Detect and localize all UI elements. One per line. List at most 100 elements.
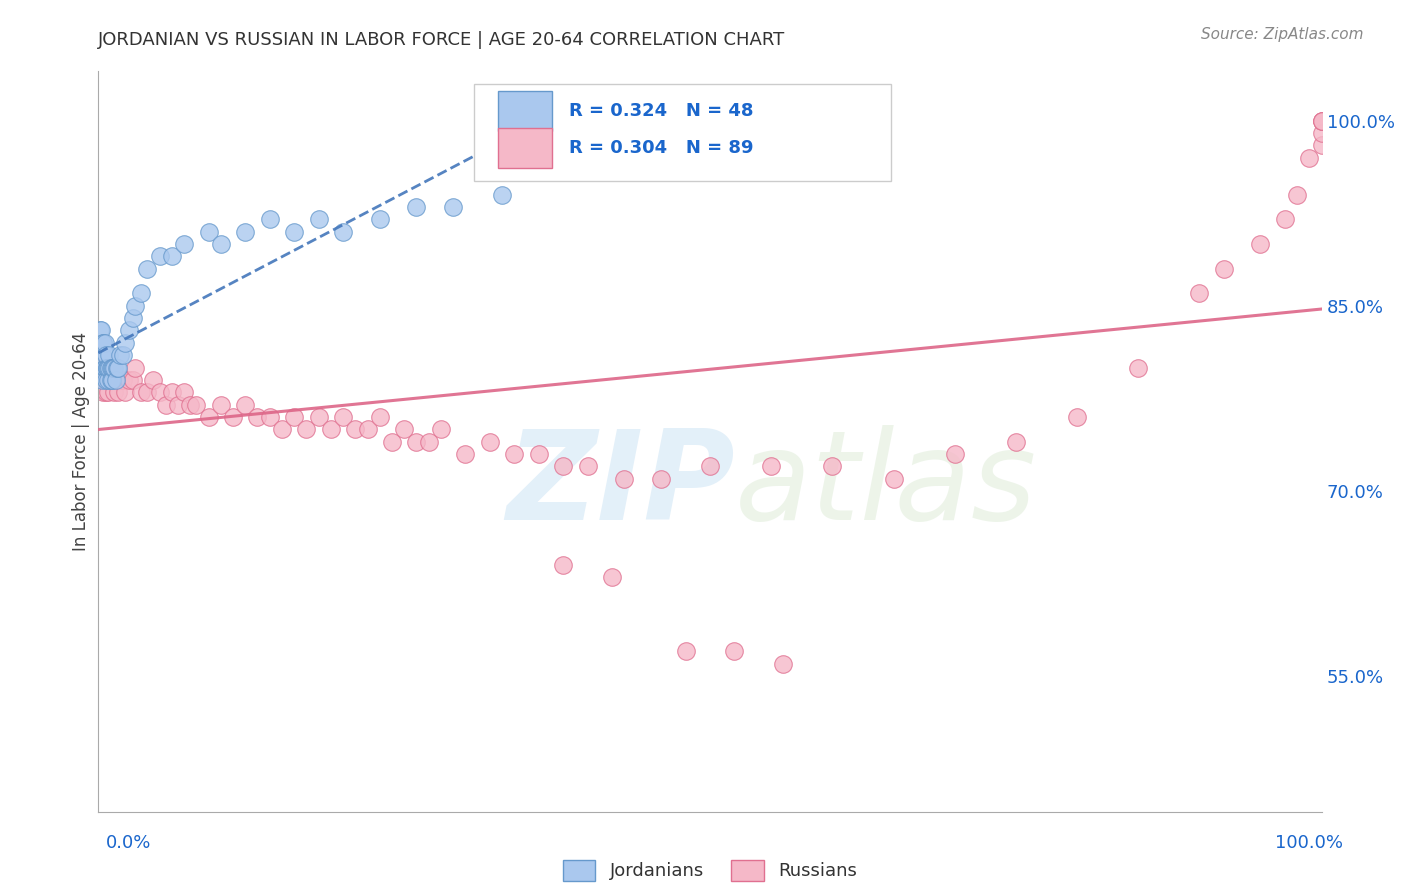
Point [478, 434, 501, 449]
Point [821, 459, 844, 474]
Point [101, 373, 124, 387]
Legend: Jordanians, Russians: Jordanians, Russians [555, 853, 865, 888]
Point [129, 385, 152, 400]
Point [209, 398, 232, 412]
Point [675, 644, 697, 658]
Point [94, 348, 117, 362]
Point [155, 398, 177, 412]
Point [129, 286, 152, 301]
Point [381, 434, 404, 449]
Point [259, 409, 281, 424]
Point [1212, 261, 1234, 276]
Point [259, 212, 281, 227]
Point [1188, 286, 1211, 301]
Point [91, 373, 114, 387]
Point [1004, 434, 1026, 449]
Point [97, 360, 120, 375]
Point [93, 373, 115, 387]
Point [209, 237, 232, 252]
Point [1274, 212, 1296, 227]
Point [308, 409, 330, 424]
Point [772, 657, 794, 671]
FancyBboxPatch shape [498, 128, 553, 169]
Text: Source: ZipAtlas.com: Source: ZipAtlas.com [1201, 27, 1364, 42]
Point [160, 250, 183, 264]
Point [103, 360, 125, 375]
Text: JORDANIAN VS RUSSIAN IN LABOR FORCE | AGE 20-64 CORRELATION CHART: JORDANIAN VS RUSSIAN IN LABOR FORCE | AG… [98, 31, 786, 49]
Point [332, 409, 354, 424]
Point [295, 422, 318, 436]
Point [699, 459, 721, 474]
Point [527, 447, 550, 461]
Point [90, 373, 112, 387]
Point [308, 212, 330, 227]
Point [503, 447, 526, 461]
Point [124, 360, 146, 375]
Point [114, 385, 136, 400]
Point [1298, 151, 1320, 165]
Point [283, 409, 305, 424]
Point [883, 472, 905, 486]
Point [110, 373, 132, 387]
Point [89, 360, 111, 375]
Point [613, 472, 636, 486]
Point [1310, 126, 1333, 140]
Point [761, 459, 783, 474]
Y-axis label: In Labor Force | Age 20-64: In Labor Force | Age 20-64 [72, 332, 90, 551]
Point [111, 373, 134, 387]
Point [650, 472, 672, 486]
Point [418, 434, 440, 449]
Point [368, 212, 391, 227]
Point [368, 409, 391, 424]
Text: ZIP: ZIP [506, 425, 734, 547]
Point [101, 360, 124, 375]
Text: 0.0%: 0.0% [105, 834, 150, 852]
Point [344, 422, 367, 436]
Point [111, 348, 134, 362]
Point [121, 311, 143, 326]
Point [1128, 360, 1150, 375]
Point [97, 385, 120, 400]
FancyBboxPatch shape [498, 91, 553, 131]
Point [100, 373, 122, 387]
Point [142, 373, 165, 387]
Point [91, 335, 114, 350]
Point [197, 225, 219, 239]
Point [222, 409, 245, 424]
Point [91, 360, 114, 375]
Point [91, 335, 114, 350]
Point [94, 360, 117, 375]
Point [97, 373, 120, 387]
Point [136, 261, 159, 276]
Point [246, 409, 269, 424]
Point [553, 558, 575, 572]
Point [114, 335, 136, 350]
Point [1066, 409, 1088, 424]
Point [283, 225, 305, 239]
Point [93, 335, 115, 350]
Point [101, 373, 124, 387]
Point [179, 398, 201, 412]
Point [173, 385, 195, 400]
Point [1310, 138, 1333, 153]
Point [1310, 113, 1333, 128]
Point [173, 237, 195, 252]
Point [1249, 237, 1271, 252]
Point [91, 373, 114, 387]
Point [100, 360, 122, 375]
Point [441, 200, 464, 214]
Point [98, 360, 121, 375]
Point [160, 385, 183, 400]
Point [107, 385, 129, 400]
Point [105, 373, 128, 387]
Point [94, 373, 117, 387]
Point [110, 348, 132, 362]
Point [97, 373, 120, 387]
Point [100, 373, 122, 387]
Point [98, 348, 121, 362]
Point [197, 409, 219, 424]
Point [90, 324, 112, 338]
Point [136, 385, 159, 400]
Text: atlas: atlas [734, 425, 1036, 547]
Point [167, 398, 190, 412]
